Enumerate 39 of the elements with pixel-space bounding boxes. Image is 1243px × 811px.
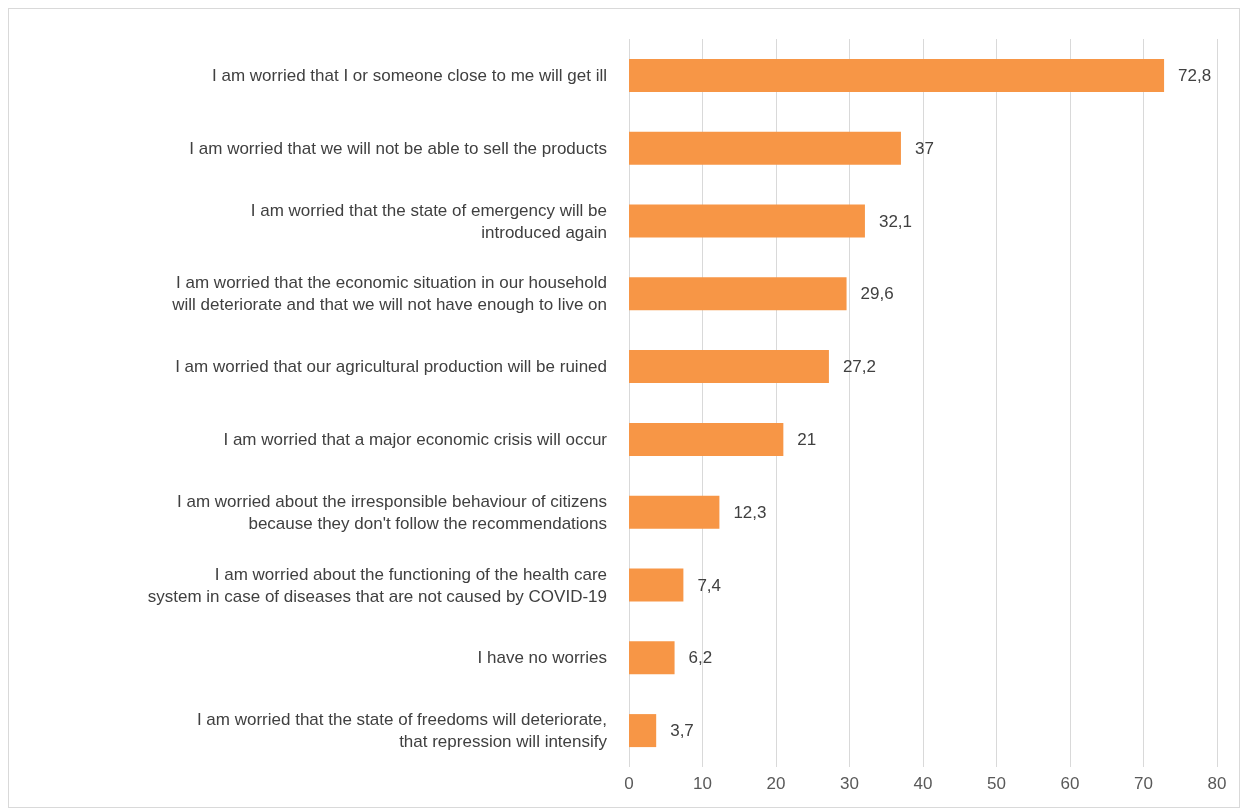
x-tick-label: 20 xyxy=(766,774,786,793)
bar xyxy=(629,568,684,602)
x-tick-label: 70 xyxy=(1134,774,1153,793)
data-label: 6,2 xyxy=(688,648,713,668)
bar xyxy=(629,714,657,748)
data-label: 21 xyxy=(797,429,817,449)
y-tick-label: I am worried about the irresponsible behaviour of citizens because they don't follow the recommendations xyxy=(177,491,607,533)
data-label: 7,4 xyxy=(697,575,722,595)
bar xyxy=(629,422,784,456)
data-label: 12,3 xyxy=(733,502,767,522)
data-label: 32,1 xyxy=(878,211,913,231)
bar xyxy=(629,277,847,311)
x-tick-label: 30 xyxy=(840,774,859,793)
y-tick-label: I am worried that a major economic crisis will occur xyxy=(223,429,608,449)
y-tick-label: I am worried that we will not be able to sell the products xyxy=(189,138,607,158)
x-tick-label: 50 xyxy=(987,774,1006,793)
bar xyxy=(629,204,865,238)
x-tick-label: 60 xyxy=(1060,774,1080,793)
y-tick-label: I am worried that our agricultural production will be ruined xyxy=(175,357,607,377)
data-label: 3,7 xyxy=(670,721,694,741)
data-label: 27,2 xyxy=(842,357,877,377)
bar xyxy=(629,131,901,165)
y-tick-label: I am worried that I or someone close to me will get ill xyxy=(212,65,607,85)
bar xyxy=(629,495,720,529)
bar xyxy=(629,641,675,675)
x-tick-label: 40 xyxy=(913,774,933,793)
data-label: 72,8 xyxy=(1178,65,1212,85)
y-tick-label: I am worried that the economic situation in our household will deteriorate and that we will not have enough to live on xyxy=(171,273,607,315)
data-label: 29,6 xyxy=(860,284,894,304)
bar xyxy=(629,350,829,384)
y-tick-label: I am worried that the state of emergency will be introduced again xyxy=(250,200,607,242)
x-tick-label: 0 xyxy=(624,774,634,793)
bar xyxy=(629,58,1165,92)
x-tick-label: 10 xyxy=(693,774,712,793)
y-tick-label: I am worried that the state of freedoms will deteriorate, that repression will intensify xyxy=(196,710,608,752)
y-tick-label: I have no worries xyxy=(477,648,607,668)
data-label: 37 xyxy=(914,138,934,158)
y-tick-label: I am worried about the functioning of the health care system in case of diseases that are not caused by COVID-19 xyxy=(147,564,607,606)
x-tick-label: 80 xyxy=(1207,774,1227,793)
